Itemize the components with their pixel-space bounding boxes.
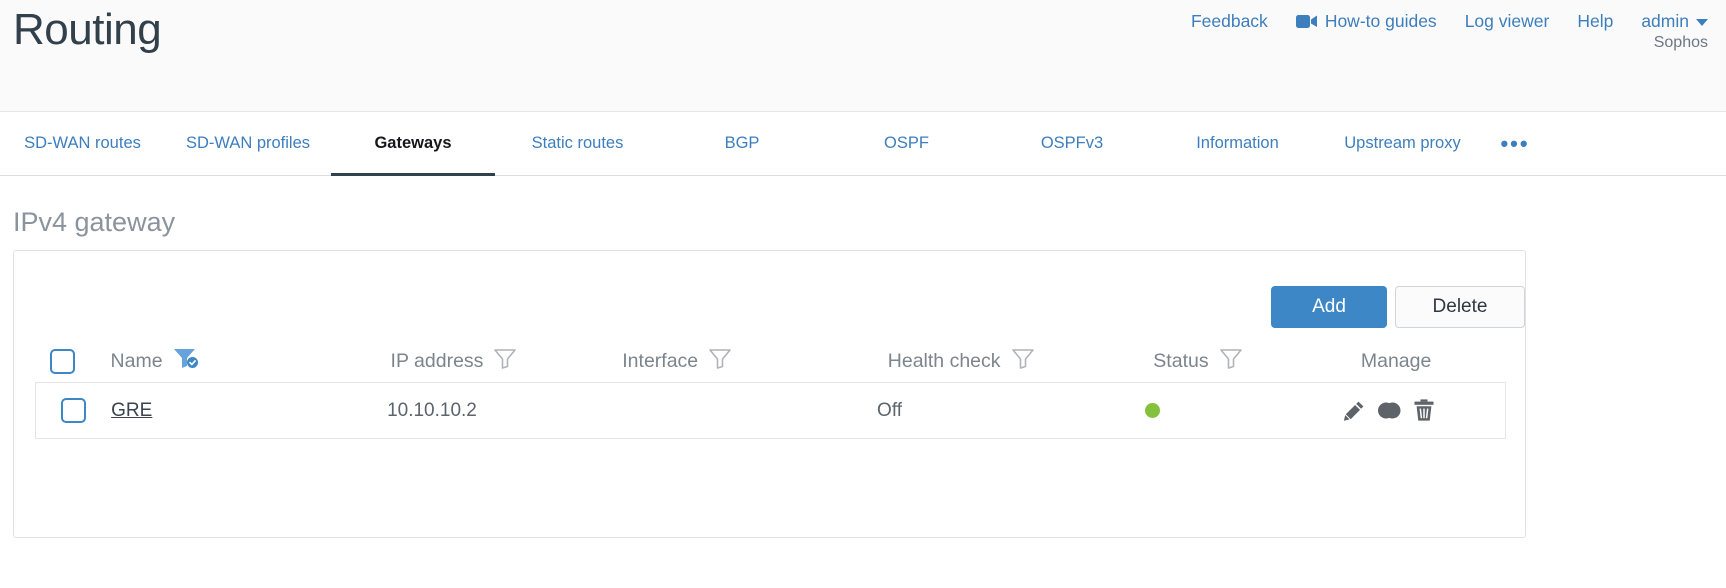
tab-label: Static routes: [531, 134, 624, 152]
video-camera-icon: [1295, 14, 1318, 29]
status-badge: [1144, 403, 1160, 418]
header-links: Feedback How-to guides Log viewer Help a…: [1191, 6, 1708, 36]
tenant-label: Sophos: [1653, 34, 1708, 51]
tab-label: Information: [1196, 134, 1279, 152]
tab-label: OSPFv3: [1040, 134, 1104, 152]
column-label: IP address: [390, 349, 484, 372]
how-to-guides-label: How-to guides: [1324, 10, 1437, 31]
feedback-label: Feedback: [1190, 10, 1268, 31]
column-header-manage: Manage: [1361, 350, 1525, 373]
table-toolbar: Add Delete: [1271, 286, 1525, 328]
filter-active-icon[interactable]: [173, 347, 199, 375]
column-label: Interface: [622, 349, 699, 372]
chevron-down-icon: [1696, 19, 1708, 26]
tab-sd-wan-routes[interactable]: SD-WAN routes: [0, 112, 165, 175]
tab-ospf[interactable]: OSPF: [824, 112, 989, 175]
filter-icon[interactable]: [1011, 348, 1035, 375]
user-menu[interactable]: admin: [1641, 11, 1708, 32]
add-button[interactable]: Add: [1271, 286, 1387, 328]
tab-label: Gateways: [374, 134, 452, 152]
select-all-cell: [14, 348, 111, 374]
column-label: Name: [110, 349, 163, 372]
user-menu-label: admin: [1641, 10, 1689, 31]
row-select-cell: [36, 398, 111, 423]
column-label: Manage: [1360, 349, 1432, 372]
how-to-guides-link[interactable]: How-to guides: [1295, 10, 1437, 32]
log-viewer-link[interactable]: Log viewer: [1465, 11, 1550, 32]
page-section-title: IPv4 gateway: [13, 207, 176, 237]
help-label: Help: [1577, 10, 1614, 31]
column-header-status[interactable]: Status: [1153, 348, 1361, 375]
page-header: Routing Feedback How-to guides Log viewe…: [0, 0, 1726, 112]
table-header-row: Name IP address Interf: [14, 339, 1525, 383]
tab-bar: SD-WAN routes SD-WAN profiles Gateways S…: [0, 112, 1726, 176]
clone-icon[interactable]: [1377, 400, 1401, 421]
cell-manage: [1343, 399, 1505, 422]
help-link[interactable]: Help: [1577, 11, 1613, 32]
tab-label: BGP: [724, 134, 760, 152]
column-header-health-check[interactable]: Health check: [888, 348, 1154, 375]
tab-overflow-button[interactable]: •••: [1485, 112, 1545, 175]
tab-static-routes[interactable]: Static routes: [495, 112, 660, 175]
tab-label: SD-WAN profiles: [185, 134, 311, 152]
filter-icon[interactable]: [1219, 348, 1243, 375]
delete-icon[interactable]: [1413, 399, 1435, 422]
ellipsis-icon: •••: [1500, 130, 1530, 156]
column-header-name[interactable]: Name: [111, 347, 391, 375]
tab-upstream-proxy[interactable]: Upstream proxy: [1320, 112, 1485, 175]
tab-information[interactable]: Information: [1155, 112, 1320, 175]
feedback-link[interactable]: Feedback: [1191, 11, 1268, 32]
log-viewer-label: Log viewer: [1464, 10, 1550, 31]
edit-icon[interactable]: [1343, 400, 1365, 422]
tab-label: Upstream proxy: [1344, 134, 1461, 152]
table-row[interactable]: GRE 10.10.10.2 Off: [35, 382, 1506, 439]
tab-label: SD-WAN routes: [24, 134, 141, 152]
filter-icon[interactable]: [493, 348, 517, 375]
tab-gateways[interactable]: Gateways: [331, 112, 495, 176]
column-header-ip-address[interactable]: IP address: [391, 348, 623, 375]
delete-button[interactable]: Delete: [1395, 286, 1525, 328]
select-all-checkbox[interactable]: [49, 348, 75, 374]
page-title: Routing: [13, 5, 162, 54]
cell-status: [1139, 403, 1344, 418]
gateway-name-link[interactable]: GRE: [111, 399, 153, 421]
tab-bgp[interactable]: BGP: [660, 112, 824, 175]
tab-ospfv3[interactable]: OSPFv3: [989, 112, 1155, 175]
column-label: Status: [1153, 349, 1209, 372]
column-label: Health check: [887, 349, 1001, 372]
tab-sd-wan-profiles[interactable]: SD-WAN profiles: [165, 112, 331, 175]
tab-label: OSPF: [884, 134, 929, 152]
cell-ip-address: 10.10.10.2: [387, 399, 477, 421]
cell-health-check: Off: [877, 399, 903, 421]
ipv4-gateway-card: Add Delete Name IP address: [13, 250, 1526, 538]
cell-name: GRE: [111, 400, 387, 422]
column-header-interface[interactable]: Interface: [622, 348, 888, 375]
filter-icon[interactable]: [708, 348, 732, 375]
row-checkbox[interactable]: [61, 398, 87, 423]
